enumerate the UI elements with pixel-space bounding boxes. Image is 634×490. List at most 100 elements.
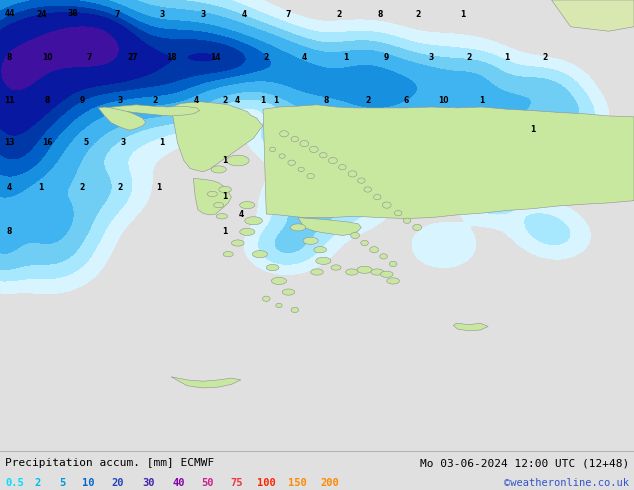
Polygon shape bbox=[300, 141, 309, 147]
Text: 3: 3 bbox=[429, 53, 434, 62]
Text: 50: 50 bbox=[202, 478, 214, 488]
Polygon shape bbox=[219, 186, 231, 193]
Polygon shape bbox=[263, 105, 634, 219]
Polygon shape bbox=[364, 187, 372, 192]
Polygon shape bbox=[291, 136, 299, 142]
Text: 10: 10 bbox=[82, 478, 95, 488]
Text: 5: 5 bbox=[83, 138, 88, 147]
Text: 7: 7 bbox=[286, 10, 291, 19]
Text: 2: 2 bbox=[223, 96, 228, 105]
Polygon shape bbox=[331, 265, 341, 270]
Text: 2: 2 bbox=[153, 96, 158, 105]
Text: 40: 40 bbox=[172, 478, 185, 488]
Text: 9: 9 bbox=[80, 96, 85, 105]
Text: 2: 2 bbox=[118, 183, 123, 192]
Text: 2: 2 bbox=[416, 10, 421, 19]
Polygon shape bbox=[380, 271, 393, 277]
Polygon shape bbox=[98, 107, 146, 130]
Text: 1: 1 bbox=[39, 183, 44, 192]
Polygon shape bbox=[240, 201, 255, 209]
Polygon shape bbox=[252, 250, 268, 258]
Text: 44: 44 bbox=[4, 9, 15, 18]
Polygon shape bbox=[207, 191, 217, 196]
Polygon shape bbox=[309, 147, 318, 152]
Text: 8: 8 bbox=[45, 96, 50, 105]
Text: 3: 3 bbox=[121, 138, 126, 147]
Text: 4: 4 bbox=[238, 210, 243, 219]
Polygon shape bbox=[346, 269, 358, 275]
Polygon shape bbox=[320, 152, 327, 158]
Polygon shape bbox=[389, 261, 397, 267]
Polygon shape bbox=[357, 266, 372, 273]
Polygon shape bbox=[245, 217, 262, 225]
Text: 1: 1 bbox=[460, 10, 465, 19]
Polygon shape bbox=[382, 202, 391, 208]
Polygon shape bbox=[223, 251, 233, 257]
Polygon shape bbox=[291, 307, 299, 313]
Text: 1: 1 bbox=[156, 183, 161, 192]
Text: 1: 1 bbox=[261, 96, 266, 105]
Text: 1: 1 bbox=[343, 53, 348, 62]
Text: 8: 8 bbox=[324, 96, 329, 105]
Polygon shape bbox=[339, 165, 346, 170]
Text: 4: 4 bbox=[7, 183, 12, 192]
Text: 2: 2 bbox=[337, 10, 342, 19]
Text: 30: 30 bbox=[143, 478, 155, 488]
Polygon shape bbox=[298, 167, 304, 171]
Polygon shape bbox=[171, 377, 241, 388]
Polygon shape bbox=[394, 211, 402, 216]
Text: 6: 6 bbox=[403, 96, 408, 105]
Polygon shape bbox=[171, 101, 263, 172]
Text: 1: 1 bbox=[159, 138, 164, 147]
Text: 38: 38 bbox=[68, 9, 78, 18]
Text: 1: 1 bbox=[479, 96, 484, 105]
Polygon shape bbox=[269, 147, 276, 151]
Polygon shape bbox=[373, 195, 381, 200]
Polygon shape bbox=[453, 323, 488, 331]
Polygon shape bbox=[231, 240, 244, 246]
Polygon shape bbox=[387, 278, 399, 284]
Text: 14: 14 bbox=[210, 53, 221, 62]
Polygon shape bbox=[271, 277, 287, 285]
Polygon shape bbox=[413, 224, 422, 230]
Polygon shape bbox=[288, 160, 295, 166]
Polygon shape bbox=[303, 237, 318, 245]
Polygon shape bbox=[552, 0, 634, 31]
Text: 7: 7 bbox=[115, 10, 120, 19]
Polygon shape bbox=[403, 218, 411, 223]
Polygon shape bbox=[279, 154, 285, 158]
Text: 100: 100 bbox=[257, 478, 276, 488]
Text: 18: 18 bbox=[166, 53, 176, 62]
Text: 9: 9 bbox=[384, 53, 389, 62]
Polygon shape bbox=[216, 214, 228, 219]
Text: 4: 4 bbox=[235, 96, 240, 105]
Polygon shape bbox=[328, 157, 337, 164]
Text: 150: 150 bbox=[288, 478, 307, 488]
Text: 27: 27 bbox=[128, 53, 138, 62]
Polygon shape bbox=[226, 155, 249, 166]
Polygon shape bbox=[282, 289, 295, 295]
Text: 75: 75 bbox=[230, 478, 243, 488]
Polygon shape bbox=[316, 257, 331, 265]
Text: 3: 3 bbox=[118, 96, 123, 105]
Polygon shape bbox=[307, 173, 314, 179]
Text: 2: 2 bbox=[467, 53, 472, 62]
Text: 20: 20 bbox=[111, 478, 124, 488]
Text: 200: 200 bbox=[320, 478, 339, 488]
Polygon shape bbox=[211, 166, 226, 173]
Polygon shape bbox=[361, 241, 368, 245]
Text: 1: 1 bbox=[530, 125, 535, 134]
Text: 3: 3 bbox=[159, 10, 164, 19]
Polygon shape bbox=[276, 303, 282, 308]
Text: 8: 8 bbox=[7, 53, 12, 62]
Text: 4: 4 bbox=[242, 10, 247, 19]
Text: 11: 11 bbox=[4, 96, 15, 105]
Text: 1: 1 bbox=[223, 227, 228, 236]
Polygon shape bbox=[358, 178, 365, 183]
Polygon shape bbox=[193, 178, 231, 215]
Text: 24: 24 bbox=[36, 10, 46, 19]
Text: 1: 1 bbox=[505, 53, 510, 62]
Polygon shape bbox=[290, 224, 306, 231]
Polygon shape bbox=[380, 254, 387, 259]
Text: 1: 1 bbox=[273, 96, 278, 105]
